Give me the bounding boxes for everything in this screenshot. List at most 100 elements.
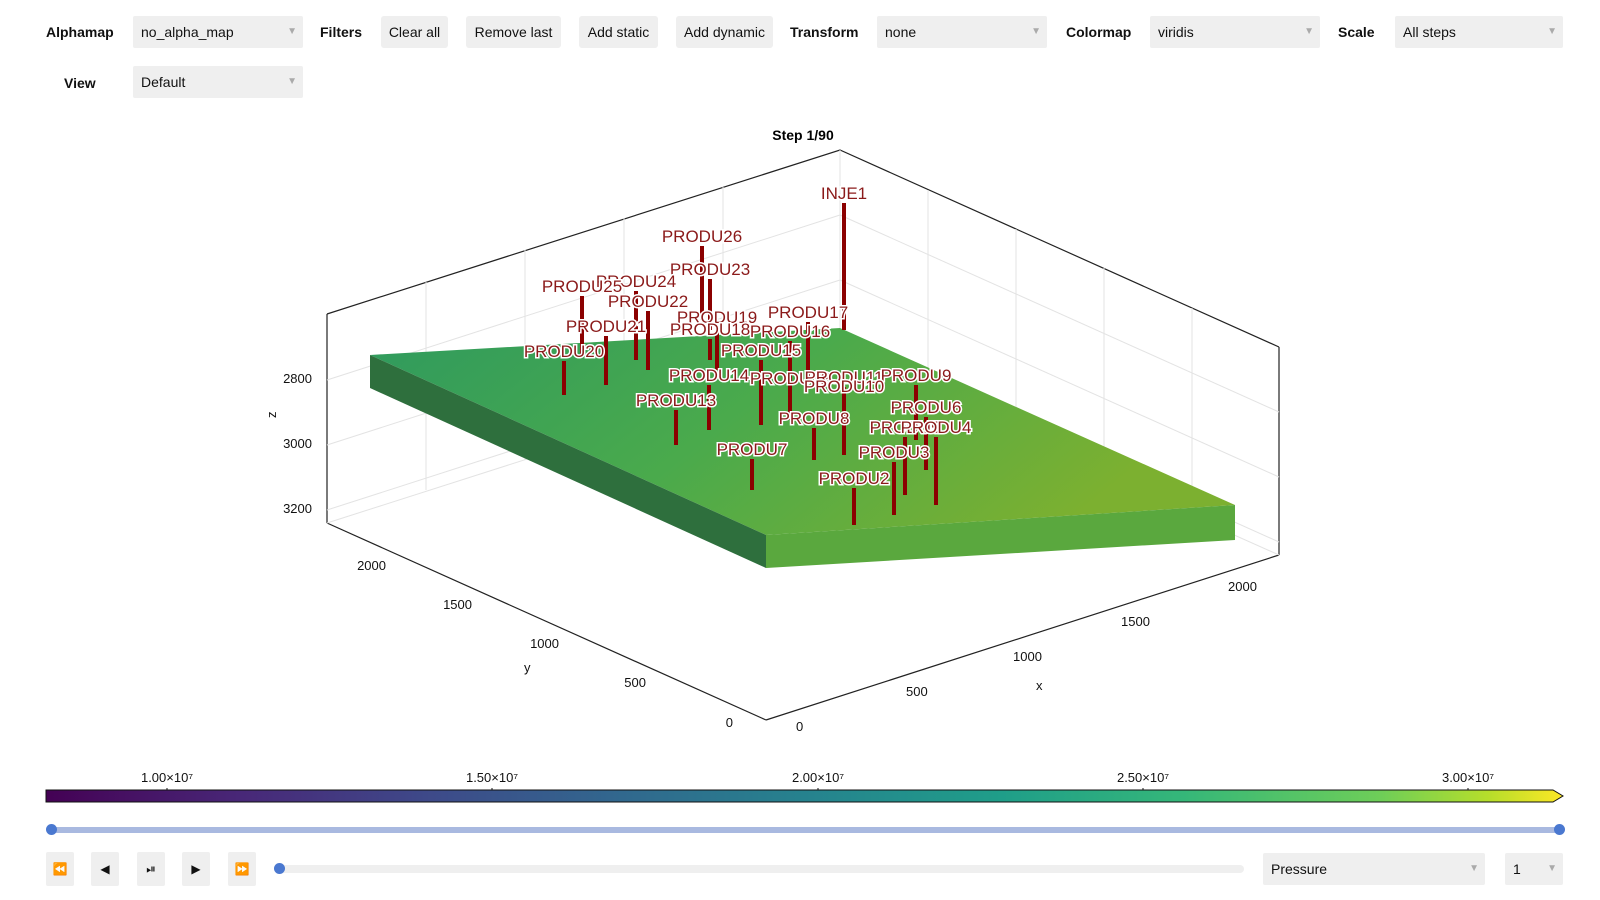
step-back-icon: ◀ — [100, 862, 110, 876]
well-label: PRODU23 — [670, 260, 750, 279]
filters-label: Filters — [320, 24, 363, 40]
reservoir-mesh — [370, 328, 1235, 568]
z-axis-label: z — [264, 412, 279, 419]
transform-value: none — [885, 24, 917, 40]
step-slider[interactable] — [274, 862, 1244, 876]
well-label: PRODU24 — [596, 272, 676, 291]
well-label: PRODU5 — [870, 418, 941, 437]
well-label: INJE1 — [821, 184, 867, 203]
y-axis: 2000 1500 1000 500 0 y — [357, 558, 733, 730]
y-tick-label: 500 — [624, 675, 646, 690]
play-icon: ▶ — [191, 862, 201, 876]
chevron-down-icon: ▼ — [1031, 26, 1041, 37]
colorbar — [45, 788, 1564, 803]
colormap-select[interactable]: viridis ▼ — [1150, 16, 1320, 48]
z-tick-label: 2800 — [283, 371, 312, 386]
x-axis-label: x — [1036, 678, 1043, 693]
y-axis-label: y — [524, 660, 531, 675]
step-slider-handle[interactable] — [274, 863, 285, 874]
range-slider-track — [51, 827, 1559, 833]
x-tick-label: 2000 — [1228, 579, 1257, 594]
range-slider-low-handle[interactable] — [46, 824, 57, 835]
index-value: 1 — [1513, 861, 1521, 877]
scale-select[interactable]: All steps ▼ — [1395, 16, 1563, 48]
index-select[interactable]: 1 ▼ — [1505, 853, 1563, 885]
well-label: PRODU11 — [804, 368, 883, 387]
play-pause-icon: ⏯ — [146, 862, 156, 876]
x-tick-label: 0 — [796, 719, 803, 734]
scale-label: Scale — [1338, 24, 1375, 40]
alphamap-value: no_alpha_map — [141, 24, 234, 40]
add-static-button[interactable]: Add static — [579, 16, 658, 48]
well-label: PRODU18 — [670, 320, 750, 339]
well-label: PRODU16 — [750, 322, 830, 341]
well-label: PRODU2 — [819, 469, 890, 488]
scale-value: All steps — [1403, 24, 1456, 40]
well-label: PRODU4 — [901, 418, 972, 437]
colorbar-tick-label: 1.00×10⁷ — [140, 770, 194, 785]
chevron-down-icon: ▼ — [1469, 863, 1479, 874]
view-label: View — [64, 75, 96, 91]
y-tick-label: 2000 — [357, 558, 386, 573]
well-label: PRODU26 — [662, 227, 742, 246]
alphamap-select[interactable]: no_alpha_map ▼ — [133, 16, 303, 48]
clear-all-button[interactable]: Clear all — [381, 16, 448, 48]
x-tick-label: 1500 — [1121, 614, 1150, 629]
fast-forward-button[interactable]: ⏩ — [228, 852, 256, 886]
well-label: PRODU15 — [721, 341, 801, 360]
rewind-icon: ⏪ — [52, 862, 68, 876]
play-pause-button[interactable]: ⏯ — [137, 852, 165, 886]
remove-last-button[interactable]: Remove last — [466, 16, 561, 48]
well-label: PRODU8 — [779, 409, 850, 428]
alphamap-label: Alphamap — [46, 24, 114, 40]
y-tick-label: 1000 — [530, 636, 559, 651]
well-label: PRODU17 — [768, 303, 848, 322]
chevron-down-icon: ▼ — [1547, 26, 1557, 37]
colorbar-tick-label: 2.00×10⁷ — [791, 770, 845, 785]
variable-value: Pressure — [1271, 861, 1328, 877]
variable-select[interactable]: Pressure ▼ — [1263, 853, 1485, 885]
x-tick-label: 1000 — [1013, 649, 1042, 664]
fast-forward-icon: ⏩ — [234, 862, 250, 876]
well-label: PRODU6 — [891, 398, 962, 417]
chevron-down-icon: ▼ — [287, 26, 297, 37]
x-axis: 0 500 1000 1500 2000 x — [796, 579, 1257, 734]
well-label: PRODU9 — [881, 366, 952, 385]
well-label: PRODU22 — [608, 292, 688, 311]
range-slider-high-handle[interactable] — [1554, 824, 1565, 835]
well-label: PRODU20 — [524, 342, 604, 361]
y-tick-label: 0 — [726, 715, 733, 730]
well-label: PRODU14 — [669, 366, 749, 385]
transform-select[interactable]: none ▼ — [877, 16, 1047, 48]
well-trajectories: INJE1 PRODU26 PRODU23PRODU24PRODU25PRODU22… — [522, 183, 973, 525]
well-label: PRODU13 — [636, 391, 716, 410]
play-button[interactable]: ▶ — [182, 852, 210, 886]
view-value: Default — [141, 74, 186, 90]
colormap-label: Colormap — [1066, 24, 1132, 40]
chevron-down-icon: ▼ — [1304, 26, 1314, 37]
well-label: PRODU10 — [804, 377, 884, 396]
step-back-button[interactable]: ◀ — [91, 852, 119, 886]
z-tick-label: 3000 — [283, 436, 312, 451]
colorbar-tick-label: 1.50×10⁷ — [465, 770, 519, 785]
colormap-value: viridis — [1158, 24, 1194, 40]
step-slider-track — [274, 865, 1244, 873]
y-tick-label: 1500 — [443, 597, 472, 612]
chevron-down-icon: ▼ — [1547, 863, 1557, 874]
well-label: PRODU3 — [859, 443, 930, 462]
transform-label: Transform — [790, 24, 859, 40]
well-label: PRODU19 — [677, 308, 757, 327]
add-dynamic-button[interactable]: Add dynamic — [676, 16, 773, 48]
plot-title: Step 1/90 — [772, 127, 834, 143]
well-label: PRODU7 — [717, 440, 788, 459]
chevron-down-icon: ▼ — [287, 76, 297, 87]
view-select[interactable]: Default ▼ — [133, 66, 303, 98]
z-axis: 2800 3000 3200 z — [264, 371, 312, 516]
well-label: PRODU21 — [566, 317, 646, 336]
x-tick-label: 500 — [906, 684, 928, 699]
range-slider[interactable] — [46, 822, 1565, 838]
well-label: PRODU25 — [542, 277, 622, 296]
z-tick-label: 3200 — [283, 501, 312, 516]
rewind-button[interactable]: ⏪ — [46, 852, 74, 886]
plot-3d-view[interactable]: Step 1/90 INJE1PRODU26PRODU23PRODU24PROD… — [0, 110, 1600, 740]
